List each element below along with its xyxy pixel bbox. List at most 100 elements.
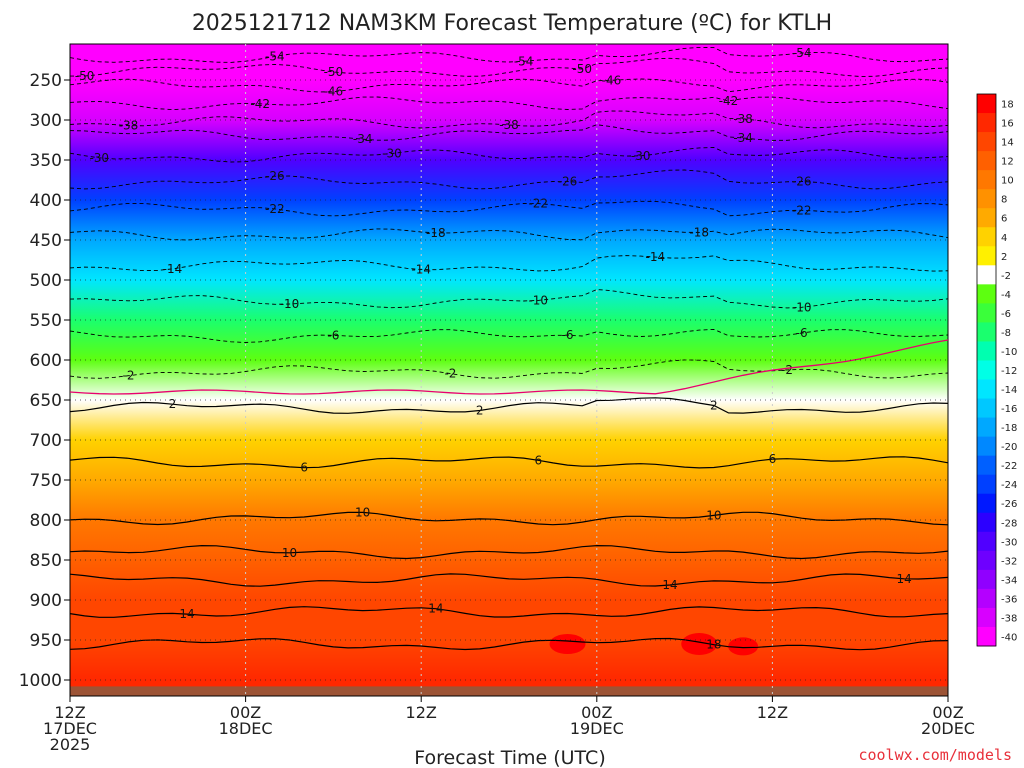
colorbar-swatch [977,189,996,209]
contour-label: -46 [324,85,344,99]
contour-label: -2 [781,363,793,377]
colorbar-label: 8 [1001,195,1007,206]
contour-label: -38 [499,118,519,132]
contour-label: 14 [662,578,677,592]
contour-label: -2 [444,367,456,381]
colorbar-swatch [977,132,996,152]
colorbar-swatch [977,227,996,247]
temperature-field [70,44,948,696]
colorbar-swatch [977,322,996,342]
colorbar-label: -28 [1001,518,1017,529]
colorbar-label: 2 [1001,252,1007,263]
contour-label: -26 [265,169,285,183]
colorbar-swatch [977,626,996,647]
colorbar-swatch [977,398,996,419]
contour-label: 6 [769,452,777,466]
colorbar-label: -12 [1001,366,1017,377]
contour-line [69,255,949,272]
contour-label: 18 [706,638,721,652]
hot-patch [681,633,718,655]
contour-line [69,57,949,77]
contour-label: -50 [75,69,95,83]
x-tick-label: 00Z [581,703,612,722]
colorbar-swatch [977,303,996,323]
contour-line [69,544,949,560]
colorbar: 18 16 14 12 10 8 6 4 2 -2 -4 -6 -8 -10 -12 -14 -16 -18 -20… [976,93,1017,647]
contour-line [69,359,949,379]
contour-label: 6 [534,453,542,467]
contour-label: -10 [280,297,300,311]
contour-label: -6 [327,328,339,342]
plot-frame [69,43,949,697]
colorbar-label: 18 [1001,100,1014,111]
colorbar-label: 14 [1001,138,1014,149]
contour-line [69,169,949,190]
contour-label: 2 [476,404,484,418]
colorbar-label: -38 [1001,613,1017,624]
x-tick-label: 12Z [54,703,85,722]
colorbar-label: -16 [1001,404,1017,415]
colorbar-label: -4 [1001,290,1011,301]
colorbar-label: 4 [1001,233,1007,244]
contour-label: -42 [719,94,739,108]
colorbar-swatch [977,550,996,571]
contour-label: -54 [514,54,534,68]
contour-label: -14 [411,263,431,277]
contour-label: -30 [631,149,651,163]
contour-label: -42 [250,97,270,111]
y-axis: 250 300 350 400 450 500 550 600 650 700 750 800 850 9… [19,71,70,691]
colorbar-label: -34 [1001,575,1017,586]
contour-label: -2 [123,369,135,383]
x-tick-label: 20DEC [921,719,975,738]
contour-line [69,328,949,343]
colorbar-swatch [977,379,996,400]
contour-label: 2 [169,397,177,411]
colorbar-label: -14 [1001,385,1017,396]
y-tick-label: 900 [30,591,62,611]
contour-line [69,200,949,217]
y-tick-label: 700 [30,431,62,451]
x-tick-label: 00Z [230,703,261,722]
x-tick-label: 19DEC [570,719,624,738]
colorbar-label: 16 [1001,119,1014,130]
y-tick-label: 350 [30,151,62,171]
chart-title: 2025121712 NAM3KM Forecast Temperature (… [192,11,832,36]
x-tick-label: 12Z [406,703,437,722]
contour-label: 14 [428,602,443,616]
contour-line [69,456,949,469]
colorbar-swatch [977,417,996,438]
contour-label: -22 [265,202,285,216]
colorbar-swatch [977,436,996,457]
contour-label: -30 [382,146,402,160]
contour-label: -10 [528,293,548,307]
contour-line [69,110,949,129]
colorbar-swatch [977,588,996,609]
colorbar-label: 12 [1001,157,1014,168]
x-tick-label: 18DEC [219,719,273,738]
x-tick-label: 00Z [932,703,963,722]
contour-line [69,637,949,651]
contour-line [69,511,949,526]
colorbar-label: -30 [1001,537,1017,548]
y-tick-label: 950 [30,631,62,651]
colorbar-label: -32 [1001,556,1017,567]
colorbar-swatch [977,569,996,590]
credit-text: coolwx.com/models [858,746,1012,764]
ground-strip [70,686,948,696]
contour-label: -14 [163,262,183,276]
colorbar-label: 6 [1001,214,1007,225]
y-tick-label: 250 [30,71,62,91]
contour-label: -50 [572,62,592,76]
x-axis-label: Forecast Time (UTC) [414,747,605,768]
y-tick-label: 600 [30,351,62,371]
contour-label: 14 [896,572,911,586]
contour-label: -34 [353,132,373,146]
contour-label: -50 [324,65,344,79]
colorbar-label: -10 [1001,347,1017,358]
colorbar-label: -6 [1001,309,1011,320]
contour-line [69,96,949,111]
hot-patch [728,637,759,656]
contour-label: -38 [733,112,753,126]
